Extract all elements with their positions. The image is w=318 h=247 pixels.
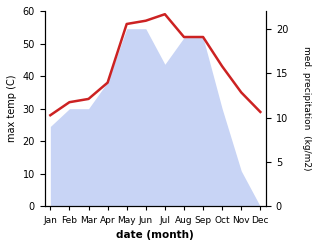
Y-axis label: max temp (C): max temp (C) <box>7 75 17 143</box>
Y-axis label: med. precipitation  (kg/m2): med. precipitation (kg/m2) <box>302 46 311 171</box>
X-axis label: date (month): date (month) <box>116 230 194 240</box>
